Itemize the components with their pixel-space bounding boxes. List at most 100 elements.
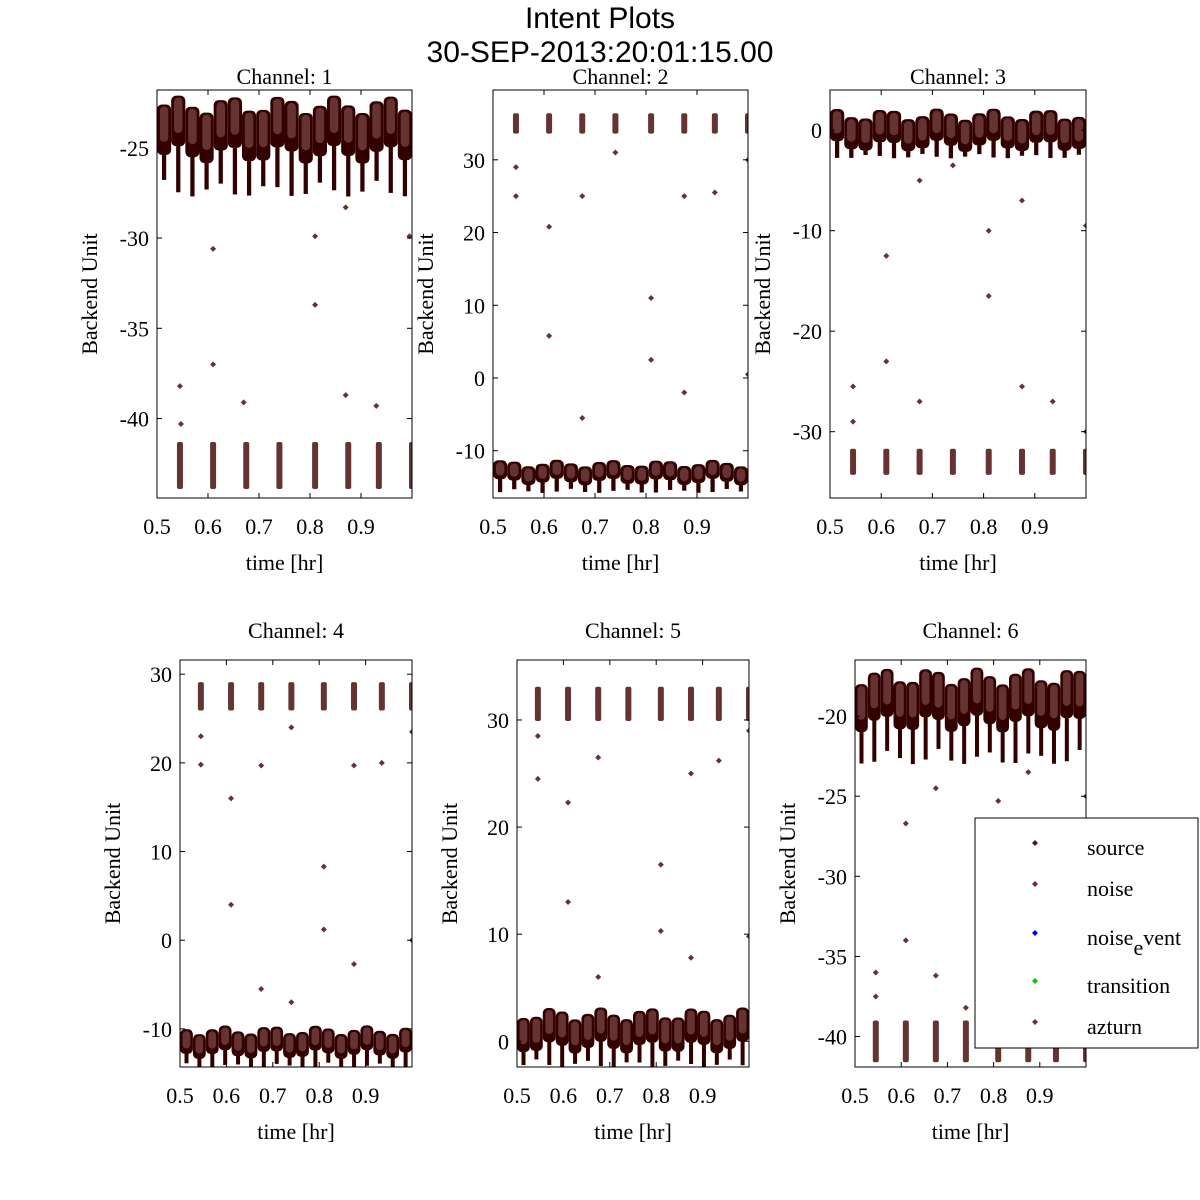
x-tick-label: 0.5 [503, 1083, 531, 1108]
band-spike [261, 158, 266, 187]
band-spike [585, 1046, 590, 1061]
outlier-point [534, 775, 541, 782]
x-axis-label: time [hr] [582, 550, 660, 575]
outlier-point [373, 402, 380, 409]
band-spike [223, 1048, 228, 1066]
band-spike [834, 139, 840, 158]
x-tick-label: 0.9 [683, 514, 711, 539]
band-spike [1039, 726, 1044, 756]
band-lobe-light [635, 1012, 644, 1037]
y-tick-label: 30 [487, 708, 509, 733]
y-tick-label: 10 [487, 922, 509, 947]
band-spike [624, 1051, 629, 1063]
band-lobe-light [287, 102, 296, 139]
band-lobe-light [903, 121, 913, 144]
band-lobe-light [388, 1035, 397, 1054]
band-spike [663, 1049, 668, 1066]
band-lobe-light [195, 1036, 204, 1054]
y-tick-label: 0 [498, 1029, 509, 1054]
legend-box [974, 817, 1199, 1049]
band-spike [497, 477, 503, 493]
band-spike [218, 148, 223, 184]
outlier-point [512, 164, 519, 171]
band-spike [568, 480, 574, 489]
band-lobe-light [712, 1021, 721, 1046]
band-spike [1013, 719, 1018, 763]
band-lobe-light [571, 1021, 579, 1046]
band-lobe-light [896, 683, 904, 717]
band-lobe-light [622, 1021, 631, 1046]
outlier-point [342, 392, 349, 399]
band-spike [920, 146, 925, 154]
cluster-column [579, 113, 586, 134]
band-lobe-light [273, 98, 282, 135]
band-lobe-light [595, 464, 604, 478]
band-lobe-light [847, 119, 856, 142]
band-lobe-light [1031, 112, 1041, 136]
band-lobe-light [975, 115, 984, 138]
band-lobe-light [947, 685, 956, 720]
cluster-column [932, 1020, 939, 1063]
outlier-point [546, 332, 553, 339]
band-spike [377, 1053, 382, 1064]
y-tick-label: -35 [120, 316, 149, 341]
band-spike [682, 482, 687, 491]
band-spike [352, 1052, 357, 1067]
outlier-point [657, 861, 664, 868]
cluster-column [902, 1020, 909, 1063]
band-lobe-light [932, 110, 941, 134]
band-lobe-light [400, 111, 410, 148]
band-spike [611, 1046, 616, 1067]
y-tick-label: 0 [811, 118, 822, 143]
band-lobe-light [401, 1029, 410, 1048]
band-spike [274, 1049, 279, 1064]
cluster-column [312, 442, 319, 489]
band-spike [1062, 148, 1067, 158]
cluster-column [625, 686, 632, 722]
band-spike [390, 1056, 395, 1067]
outlier-point [258, 985, 265, 992]
subplot-title: Channel: 4 [248, 618, 344, 643]
band-spike [300, 1054, 305, 1067]
y-tick-label: 20 [463, 221, 485, 246]
band-spike [885, 714, 890, 751]
y-tick-label: 30 [150, 662, 172, 687]
band-lobe-light [736, 468, 746, 482]
band-lobe-light [623, 466, 632, 481]
cluster-column [243, 442, 250, 489]
plot-area [517, 686, 749, 1067]
band-lobe-light [216, 102, 225, 138]
band-lobe-light [738, 1009, 747, 1034]
band-spike [598, 1039, 603, 1066]
legend-label: transition [1087, 973, 1170, 998]
outlier-point [288, 999, 295, 1006]
y-tick-label: -30 [120, 226, 149, 251]
band-lobe-light [358, 115, 367, 151]
x-tick-label: 0.8 [305, 1083, 333, 1108]
band-spike [232, 145, 238, 195]
outlier-point [378, 759, 385, 766]
band-lobe-light [510, 463, 519, 477]
band-spike [910, 727, 915, 765]
band-lobe-light [708, 461, 717, 476]
band-spike [740, 1039, 745, 1066]
y-tick-label: 10 [463, 293, 485, 318]
band-spike [923, 715, 928, 760]
axes-box [156, 89, 413, 499]
band-lobe-light [1017, 120, 1027, 144]
band-spike [388, 145, 393, 193]
band-lobe-light [244, 112, 254, 149]
plot-area [493, 113, 748, 493]
cluster-column [949, 448, 956, 475]
outlier-point [648, 295, 655, 301]
band-lobe-light [1062, 672, 1071, 706]
band-spike [161, 152, 167, 180]
band-lobe-light [1046, 112, 1055, 135]
outlier-point [546, 223, 553, 230]
axes-box [829, 89, 1087, 499]
band-lobe-light [495, 462, 505, 476]
y-tick-label: -10 [456, 439, 485, 464]
y-tick-label: -30 [793, 420, 822, 445]
cluster-column [512, 113, 519, 134]
x-axis-label: time [hr] [246, 550, 324, 575]
